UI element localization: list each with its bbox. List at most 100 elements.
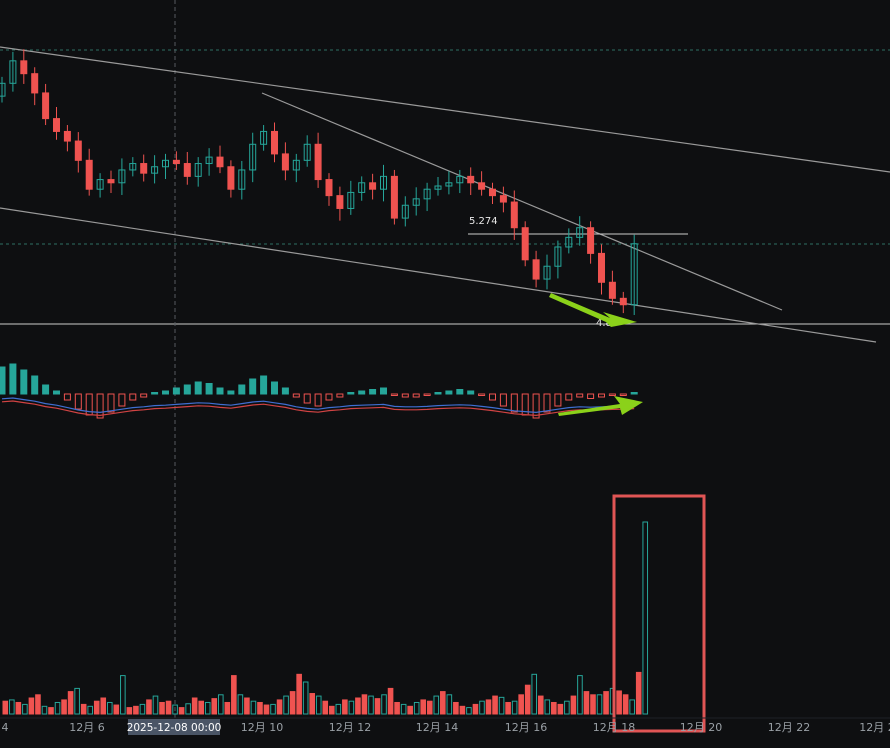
volume-bar — [80, 703, 87, 715]
volume-bar — [381, 694, 387, 715]
macd-hist-bar — [53, 390, 60, 395]
candle-body — [303, 143, 311, 161]
candle-body — [53, 118, 60, 132]
volume-bar — [355, 697, 361, 715]
x-tick-label: 12月 14 — [416, 721, 459, 734]
macd-hist-bar — [336, 393, 344, 398]
macd-hist-bar — [129, 393, 137, 401]
volume-bar — [93, 700, 100, 715]
lower-channel-line[interactable] — [0, 207, 877, 343]
candle-body — [107, 179, 115, 184]
macd-hist-bar — [292, 393, 300, 398]
volume-bar — [204, 701, 211, 715]
candle-body — [42, 92, 50, 120]
macd-hist-bar — [423, 393, 431, 396]
volume-bar — [557, 703, 564, 715]
macd-hist-bar — [172, 387, 180, 395]
candle-body — [227, 166, 235, 190]
candle-body — [20, 60, 28, 75]
macd-arrow-annotation[interactable] — [558, 396, 643, 416]
macd-hist-bar — [598, 393, 605, 398]
volume-bar — [394, 701, 400, 715]
candle-body — [151, 166, 159, 174]
candle-body — [587, 227, 595, 254]
volume-bar — [106, 701, 113, 715]
volume-bar — [237, 694, 244, 715]
volume-bar — [139, 703, 146, 715]
volume-bar — [41, 705, 48, 715]
candle-body — [576, 227, 584, 238]
macd-hist-bar — [554, 393, 562, 407]
candlestick-series — [0, 49, 638, 316]
price-label-high: 5.274 — [469, 216, 498, 227]
candle-body — [630, 243, 638, 306]
volume-bar — [485, 699, 492, 715]
volume-bar — [48, 707, 54, 715]
volume-highlight-box[interactable] — [612, 494, 706, 733]
volume-bar — [322, 700, 329, 715]
macd-hist-bar — [478, 393, 486, 396]
volume-bar — [224, 701, 231, 715]
candle-body — [63, 130, 71, 142]
volume-bar — [446, 694, 453, 715]
volume-bar — [178, 707, 185, 715]
candle-body — [489, 188, 496, 197]
candle-body — [499, 195, 507, 203]
macd-hist-bar — [325, 393, 333, 401]
macd-hist-bar — [162, 390, 169, 395]
volume-bar — [616, 690, 622, 715]
volume-bar — [374, 698, 381, 715]
candle-body — [85, 159, 93, 190]
x-tick-label: 12月 22 — [768, 721, 811, 734]
volume-bar — [22, 703, 28, 715]
volume-bar — [590, 694, 596, 715]
x-axis: 4 12月 6 12月 10 12月 12 12月 14 12月 16 12月 18 12月 … — [2, 721, 890, 734]
candle-body — [608, 281, 616, 299]
candle-body — [271, 130, 278, 155]
volume-bar — [54, 701, 61, 715]
macd-hist-bar — [434, 392, 442, 395]
volume-bar — [87, 705, 93, 715]
volume-bar — [433, 695, 440, 715]
down-arrow-annotation[interactable] — [549, 293, 637, 327]
volume-bar — [283, 695, 289, 715]
candle-body — [129, 163, 137, 171]
macd-hist-bar — [107, 393, 115, 413]
macd-hist-bar — [467, 390, 475, 395]
volume-bar — [191, 697, 198, 715]
macd-hist-bar — [358, 390, 366, 395]
candle-body — [281, 153, 289, 171]
macd-hist-bar — [194, 381, 202, 395]
macd-hist-bar — [63, 393, 71, 401]
macd-hist-bar — [369, 389, 377, 395]
candle-body — [314, 143, 322, 181]
x-tick-label: 12月 20 — [680, 721, 723, 734]
volume-bar — [315, 695, 322, 715]
candle-body — [292, 159, 300, 171]
volume-bar — [583, 691, 590, 715]
candle-body — [434, 185, 442, 190]
volume-bar — [15, 701, 22, 715]
volume-bar — [329, 705, 335, 715]
candle-body — [238, 169, 246, 190]
volume-bar — [211, 698, 218, 715]
volume-bar — [400, 703, 407, 715]
macd-hist-bar — [576, 393, 584, 398]
volume-bar — [492, 695, 498, 715]
macd-hist-bar — [281, 387, 289, 395]
volume-bar — [635, 671, 642, 715]
candle-body — [118, 169, 126, 184]
resistance-line[interactable] — [261, 92, 783, 311]
volume-bar — [413, 701, 420, 715]
crosshair-date-label: 2025-12-08 00:00 — [127, 722, 222, 734]
volume-bar — [348, 700, 355, 715]
volume-bar — [603, 691, 609, 715]
candle-body — [554, 246, 562, 267]
candle-body — [510, 201, 518, 229]
upper-channel-line[interactable] — [0, 46, 890, 173]
macd-hist-bar — [565, 393, 573, 401]
macd-hist-bar — [347, 392, 355, 395]
candle-body — [423, 188, 431, 200]
volume-bar — [120, 675, 126, 715]
